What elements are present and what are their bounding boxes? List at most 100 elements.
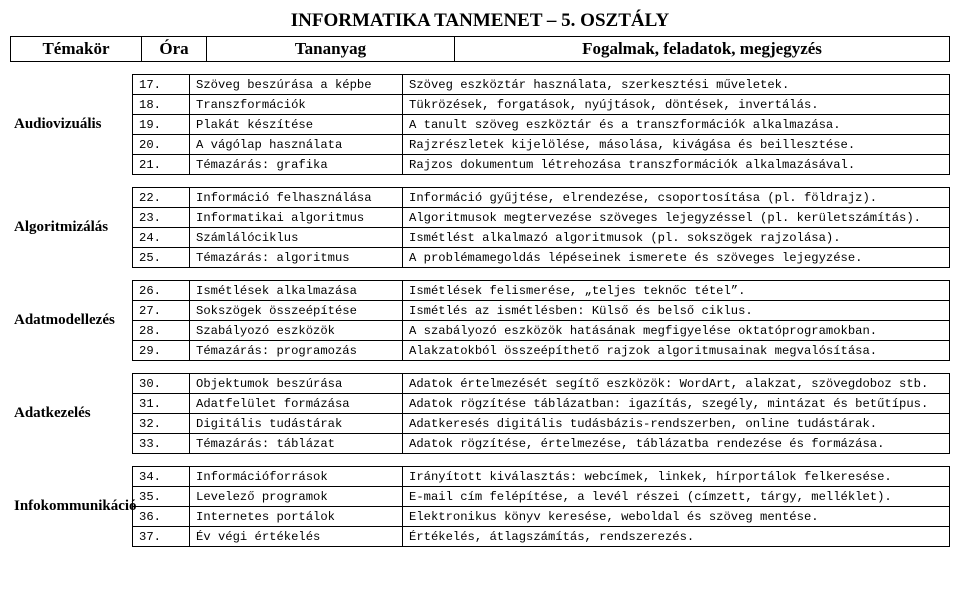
lesson-notes: A szabályozó eszközök hatásának megfigye…	[403, 321, 950, 341]
lesson-notes: Alakzatokból összeépíthető rajzok algori…	[403, 341, 950, 361]
lesson-topic: Szabályozó eszközök	[190, 321, 403, 341]
table-row: 19.Plakát készítéseA tanult szöveg eszkö…	[133, 115, 950, 135]
lesson-topic: Szöveg beszúrása a képbe	[190, 75, 403, 95]
section-block: Adatmodellezés26.Ismétlések alkalmazásaI…	[10, 280, 950, 361]
lesson-number: 32.	[133, 414, 190, 434]
lesson-table: 26.Ismétlések alkalmazásaIsmétlések feli…	[132, 280, 950, 361]
table-row: 30.Objektumok beszúrásaAdatok értelmezés…	[133, 374, 950, 394]
page-title: INFORMATIKA TANMENET – 5. OSZTÁLY	[10, 10, 950, 32]
table-row: 18.TranszformációkTükrözések, forgatások…	[133, 95, 950, 115]
section-label: Infokommunikáció	[10, 466, 132, 547]
lesson-notes: Értékelés, átlagszámítás, rendszerezés.	[403, 527, 950, 547]
lesson-notes: Algoritmusok megtervezése szöveges lejeg…	[403, 208, 950, 228]
table-row: 24.SzámlálóciklusIsmétlést alkalmazó alg…	[133, 228, 950, 248]
lesson-table: 17.Szöveg beszúrása a képbeSzöveg eszköz…	[132, 74, 950, 175]
table-row: 22.Információ felhasználásaInformáció gy…	[133, 188, 950, 208]
lesson-number: 34.	[133, 467, 190, 487]
lesson-notes: Ismétlést alkalmazó algoritmusok (pl. so…	[403, 228, 950, 248]
table-row: 36.Internetes portálokElektronikus könyv…	[133, 507, 950, 527]
lesson-table: 30.Objektumok beszúrásaAdatok értelmezés…	[132, 373, 950, 454]
lesson-topic: Sokszögek összeépítése	[190, 301, 403, 321]
section-label: Audiovizuális	[10, 74, 132, 175]
lesson-number: 36.	[133, 507, 190, 527]
lesson-topic: Év végi értékelés	[190, 527, 403, 547]
lesson-topic: Témazárás: táblázat	[190, 434, 403, 454]
table-row: 31.Adatfelület formázásaAdatok rögzítése…	[133, 394, 950, 414]
lesson-topic: Témazárás: programozás	[190, 341, 403, 361]
lesson-notes: Rajzos dokumentum létrehozása transzform…	[403, 155, 950, 175]
lesson-table: 34.InformációforrásokIrányított kiválasz…	[132, 466, 950, 547]
lesson-number: 17.	[133, 75, 190, 95]
table-row: 34.InformációforrásokIrányított kiválasz…	[133, 467, 950, 487]
lesson-number: 26.	[133, 281, 190, 301]
lesson-number: 37.	[133, 527, 190, 547]
lesson-topic: Transzformációk	[190, 95, 403, 115]
lesson-number: 22.	[133, 188, 190, 208]
table-row: 23.Informatikai algoritmusAlgoritmusok m…	[133, 208, 950, 228]
section-block: Infokommunikáció34.InformációforrásokIrá…	[10, 466, 950, 547]
lesson-number: 30.	[133, 374, 190, 394]
table-row: 17.Szöveg beszúrása a képbeSzöveg eszköz…	[133, 75, 950, 95]
table-row: 29.Témazárás: programozásAlakzatokból ös…	[133, 341, 950, 361]
lesson-notes: A tanult szöveg eszköztár és a transzfor…	[403, 115, 950, 135]
lesson-notes: Információ gyűjtése, elrendezése, csopor…	[403, 188, 950, 208]
table-row: 21.Témazárás: grafikaRajzos dokumentum l…	[133, 155, 950, 175]
lesson-notes: Ismétlések felismerése, „teljes teknőc t…	[403, 281, 950, 301]
table-row: 35.Levelező programokE-mail cím felépíté…	[133, 487, 950, 507]
lesson-topic: Számlálóciklus	[190, 228, 403, 248]
table-row: 28.Szabályozó eszközökA szabályozó eszkö…	[133, 321, 950, 341]
lesson-topic: A vágólap használata	[190, 135, 403, 155]
lesson-notes: Adatkeresés digitális tudásbázis-rendsze…	[403, 414, 950, 434]
lesson-notes: Irányított kiválasztás: webcímek, linkek…	[403, 467, 950, 487]
lesson-notes: Adatok értelmezését segítő eszközök: Wor…	[403, 374, 950, 394]
lesson-topic: Internetes portálok	[190, 507, 403, 527]
section-label: Adatkezelés	[10, 373, 132, 454]
lesson-notes: Szöveg eszköztár használata, szerkesztés…	[403, 75, 950, 95]
lesson-notes: Elektronikus könyv keresése, weboldal és…	[403, 507, 950, 527]
section-label: Adatmodellezés	[10, 280, 132, 361]
lesson-notes: Tükrözések, forgatások, nyújtások, dönté…	[403, 95, 950, 115]
lesson-topic: Adatfelület formázása	[190, 394, 403, 414]
header-hour: Óra	[142, 37, 207, 62]
lesson-number: 31.	[133, 394, 190, 414]
lesson-number: 25.	[133, 248, 190, 268]
lesson-topic: Információforrások	[190, 467, 403, 487]
lesson-notes: Rajzrészletek kijelölése, másolása, kivá…	[403, 135, 950, 155]
lesson-number: 29.	[133, 341, 190, 361]
table-row: 33.Témazárás: táblázatAdatok rögzítése, …	[133, 434, 950, 454]
lesson-number: 33.	[133, 434, 190, 454]
section-block: Algoritmizálás22.Információ felhasználás…	[10, 187, 950, 268]
header-row: Témakör Óra Tananyag Fogalmak, feladatok…	[10, 36, 950, 62]
lesson-number: 35.	[133, 487, 190, 507]
lesson-topic: Témazárás: algoritmus	[190, 248, 403, 268]
table-row: 32.Digitális tudástárakAdatkeresés digit…	[133, 414, 950, 434]
lesson-topic: Plakát készítése	[190, 115, 403, 135]
section-block: Audiovizuális17.Szöveg beszúrása a képbe…	[10, 74, 950, 175]
lesson-topic: Ismétlések alkalmazása	[190, 281, 403, 301]
lesson-topic: Témazárás: grafika	[190, 155, 403, 175]
lesson-notes: E-mail cím felépítése, a levél részei (c…	[403, 487, 950, 507]
lesson-notes: Ismétlés az ismétlésben: Külső és belső …	[403, 301, 950, 321]
header-notes: Fogalmak, feladatok, megjegyzés	[455, 37, 950, 62]
lesson-topic: Objektumok beszúrása	[190, 374, 403, 394]
table-row: 37.Év végi értékelésÉrtékelés, átlagszám…	[133, 527, 950, 547]
table-row: 26.Ismétlések alkalmazásaIsmétlések feli…	[133, 281, 950, 301]
lesson-notes: Adatok rögzítése táblázatban: igazítás, …	[403, 394, 950, 414]
lesson-table: 22.Információ felhasználásaInformáció gy…	[132, 187, 950, 268]
lesson-number: 24.	[133, 228, 190, 248]
header-theme: Témakör	[11, 37, 142, 62]
lesson-number: 28.	[133, 321, 190, 341]
table-row: 25.Témazárás: algoritmusA problémamegold…	[133, 248, 950, 268]
table-row: 27.Sokszögek összeépítéseIsmétlés az ism…	[133, 301, 950, 321]
lesson-number: 19.	[133, 115, 190, 135]
lesson-number: 27.	[133, 301, 190, 321]
lesson-number: 18.	[133, 95, 190, 115]
lesson-number: 20.	[133, 135, 190, 155]
section-block: Adatkezelés30.Objektumok beszúrásaAdatok…	[10, 373, 950, 454]
lesson-number: 23.	[133, 208, 190, 228]
lesson-notes: Adatok rögzítése, értelmezése, táblázatb…	[403, 434, 950, 454]
lesson-notes: A problémamegoldás lépéseinek ismerete é…	[403, 248, 950, 268]
section-label: Algoritmizálás	[10, 187, 132, 268]
lesson-topic: Digitális tudástárak	[190, 414, 403, 434]
lesson-topic: Levelező programok	[190, 487, 403, 507]
